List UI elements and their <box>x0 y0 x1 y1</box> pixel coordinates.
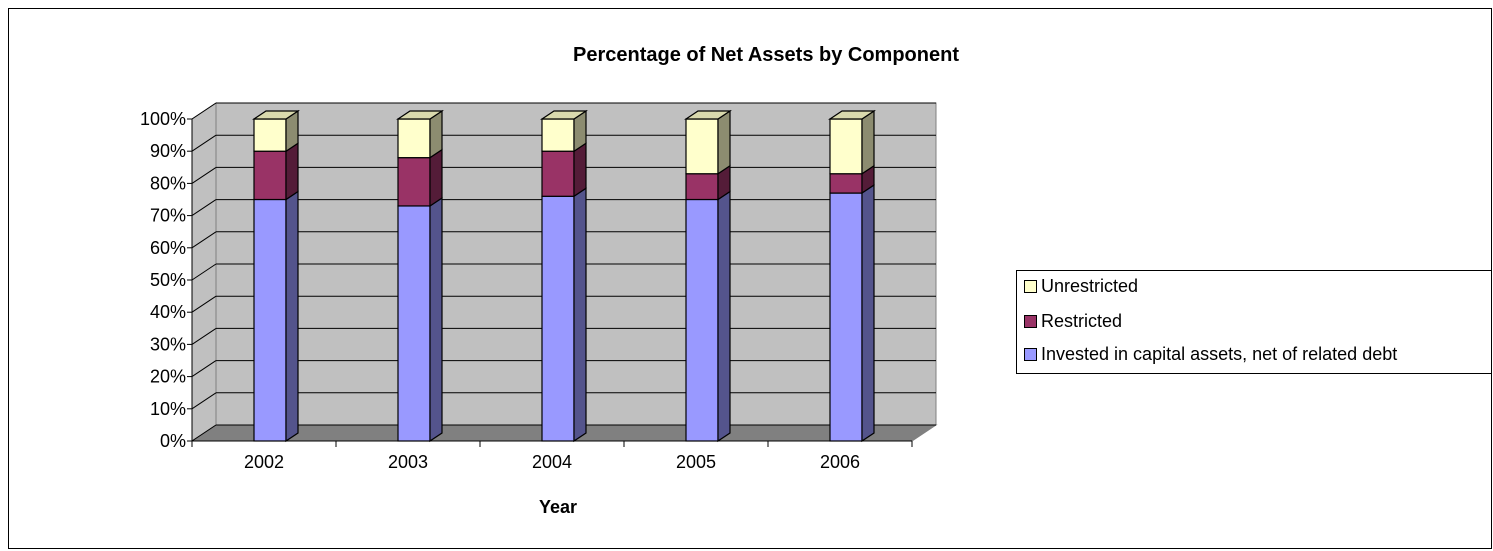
gridline-side <box>191 360 217 378</box>
bar-segment <box>397 157 431 207</box>
bar-segment-top <box>828 110 876 120</box>
legend-item-restricted: Restricted <box>1024 309 1122 333</box>
y-tick-label: 50% <box>150 270 186 290</box>
bar-segment <box>253 198 287 442</box>
x-tick-label: 2005 <box>676 452 716 472</box>
bar-segment-side <box>429 196 443 443</box>
bar-segment <box>397 118 431 159</box>
bar-segment <box>829 118 863 175</box>
y-tick-label: 70% <box>150 206 186 226</box>
y-tick-label: 60% <box>150 238 186 258</box>
legend-swatch-unrestricted <box>1024 279 1037 293</box>
gridline-side <box>191 424 217 442</box>
bar-segment <box>541 118 575 152</box>
gridline-side <box>191 231 217 249</box>
bar-segment-side <box>717 190 731 443</box>
legend: Unrestricted Restricted Invested in capi… <box>1016 270 1491 374</box>
bar-segment-side <box>861 109 875 175</box>
legend-item-unrestricted: Unrestricted <box>1024 274 1138 298</box>
y-tick-label: 30% <box>150 334 186 354</box>
bar-segment <box>253 150 287 201</box>
bar-segment-side <box>573 142 587 198</box>
gridline-side <box>191 327 217 345</box>
gridline-side <box>191 199 217 217</box>
bar-segment-top <box>540 110 588 120</box>
y-tick-label: 80% <box>150 173 186 193</box>
bar-segment <box>829 192 863 442</box>
chart-frame: Percentage of Net Assets by Component Ye… <box>8 8 1492 549</box>
bar-segment <box>829 173 863 194</box>
x-tick-label: 2003 <box>388 452 428 472</box>
bar-segment <box>685 118 719 175</box>
bar-segment <box>541 150 575 197</box>
legend-swatch-invested <box>1024 347 1037 361</box>
x-axis-title: Year <box>539 497 577 517</box>
gridline-side <box>191 295 217 313</box>
x-tick-label: 2006 <box>820 452 860 472</box>
y-tick-label: 100% <box>140 109 186 129</box>
bar-segment-top <box>252 110 300 120</box>
chart-canvas: Percentage of Net Assets by Component Ye… <box>140 44 959 517</box>
bar-segment-side <box>285 142 299 201</box>
bar-segment-side <box>285 190 299 443</box>
bar-segment <box>541 195 575 442</box>
x-tick-label: 2002 <box>244 452 284 472</box>
bar-segment <box>685 173 719 201</box>
bar-segment-side <box>573 187 587 443</box>
y-tick-label: 10% <box>150 399 186 419</box>
bar-segment <box>253 118 287 152</box>
legend-label-unrestricted: Unrestricted <box>1041 275 1139 296</box>
legend-item-invested: Invested in capital assets, net of relat… <box>1024 342 1397 366</box>
gridline-side <box>191 392 217 410</box>
chart-title: Percentage of Net Assets by Component <box>573 44 959 66</box>
bar-segment-side <box>429 148 443 208</box>
bar-segment-side <box>861 183 875 443</box>
bar-segment-top <box>396 110 444 120</box>
x-tick-label: 2004 <box>532 452 572 472</box>
legend-label-invested: Invested in capital assets, net of relat… <box>1041 343 1398 364</box>
gridline-side <box>191 166 217 184</box>
y-tick-label: 0% <box>160 431 186 451</box>
bar-segment-side <box>717 109 731 175</box>
bar-segment <box>397 205 431 442</box>
bar-segment <box>685 198 719 442</box>
y-tick-label: 20% <box>150 367 186 387</box>
gridline-side <box>191 102 217 120</box>
legend-label-restricted: Restricted <box>1041 310 1123 331</box>
gridline-side <box>191 263 217 281</box>
gridline-side <box>191 134 217 152</box>
bar-segment-top <box>684 110 732 120</box>
y-tick-label: 40% <box>150 302 186 322</box>
y-tick-label: 90% <box>150 141 186 161</box>
legend-swatch-restricted <box>1024 314 1037 328</box>
